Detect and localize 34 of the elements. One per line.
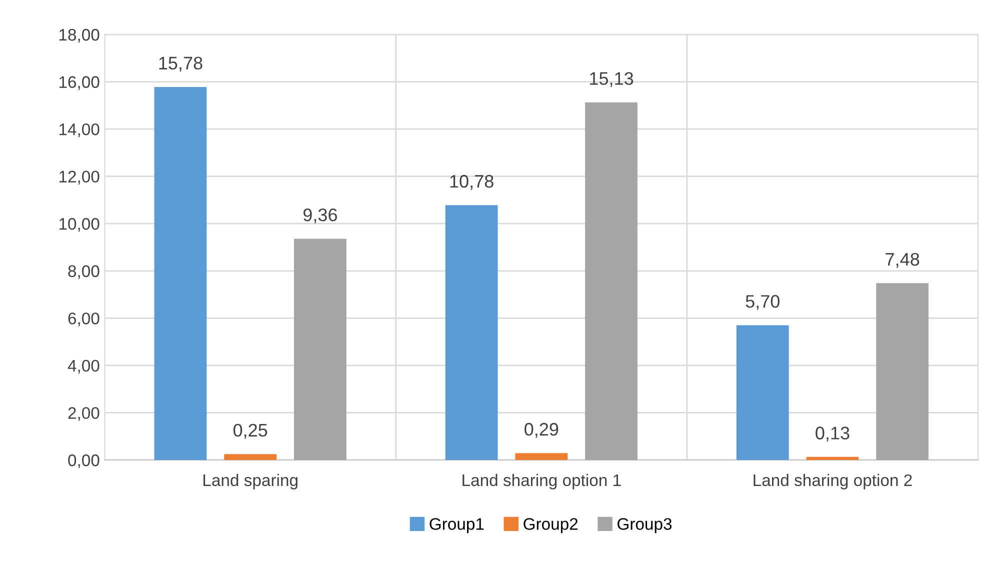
y-tick-label: 12,00 — [59, 170, 100, 185]
bar — [806, 456, 859, 460]
data-label: 15,78 — [159, 56, 202, 72]
legend-label: Group3 — [618, 518, 672, 534]
bar — [154, 86, 207, 460]
y-tick-label: 2,00 — [68, 407, 100, 421]
y-tick-label: 14,00 — [59, 123, 100, 138]
y-tick-label: 4,00 — [68, 360, 100, 374]
legend-label: Group2 — [524, 518, 578, 534]
y-tick-label: 8,00 — [68, 265, 100, 280]
x-tick-label: Land sharing option 1 — [462, 474, 621, 490]
bar — [736, 325, 789, 460]
data-label: 15,13 — [590, 72, 634, 88]
data-label: 10,78 — [450, 174, 494, 190]
bar — [224, 454, 277, 460]
bar — [585, 102, 638, 460]
y-tick-label: 18,00 — [59, 28, 100, 43]
data-label: 7,48 — [886, 252, 920, 268]
bar — [294, 238, 346, 460]
x-tick-label: Land sharing option 2 — [754, 474, 912, 490]
y-tick-label: 6,00 — [68, 312, 100, 326]
x-tick-label: Land sparing — [204, 474, 298, 490]
legend-label: Group1 — [430, 518, 484, 534]
bar — [515, 453, 568, 460]
bar — [876, 283, 929, 460]
data-label: 5,70 — [746, 295, 780, 310]
data-label: 0,13 — [816, 426, 850, 442]
data-label: 0,29 — [524, 422, 558, 438]
y-tick-label: 10,00 — [59, 218, 100, 232]
data-label: 9,36 — [303, 208, 337, 224]
y-tick-label: 0,00 — [68, 454, 100, 468]
y-tick-label: 16,00 — [59, 76, 100, 90]
bar — [445, 205, 498, 460]
data-label: 0,25 — [233, 424, 268, 439]
